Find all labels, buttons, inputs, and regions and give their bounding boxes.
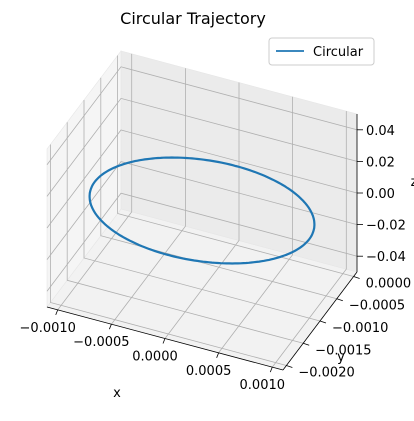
y-grid-line	[50, 144, 287, 366]
y-tick-label: −0.0020	[298, 366, 354, 381]
y-grid-line	[117, 55, 354, 277]
y-tick	[319, 320, 327, 324]
x-tick-label: −0.0005	[73, 335, 129, 350]
y-grid-line	[83, 100, 321, 322]
z-tick-label: −0.02	[366, 219, 406, 234]
z-axis-label: z	[411, 175, 414, 190]
grid-lines	[46, 53, 358, 368]
y-tick-label: −0.0015	[315, 343, 371, 358]
z-grid-line	[46, 192, 358, 292]
z-grid-line	[46, 97, 358, 197]
y-tick-label: −0.0005	[349, 299, 405, 314]
x-tick	[269, 366, 273, 373]
x-axis-label: x	[113, 386, 121, 401]
z-tick-label: 0.02	[366, 155, 395, 170]
x-tick	[108, 324, 112, 330]
x-grid-line	[57, 53, 133, 311]
x-tick	[162, 338, 166, 344]
x-tick-label: 0.0005	[186, 364, 232, 379]
y-tick	[336, 298, 343, 302]
z-tick-label: −0.04	[366, 250, 406, 265]
x-tick	[55, 309, 59, 316]
x-grid-line	[218, 96, 294, 354]
z-grid-line	[46, 66, 358, 166]
y-tick	[353, 276, 360, 279]
z-grid-line	[46, 161, 358, 260]
legend-label-circular: Circular	[313, 45, 364, 60]
x-grid-line	[271, 111, 347, 368]
x-tick-label: 0.0000	[132, 350, 178, 365]
legend: Circular	[268, 37, 375, 66]
z-tick-label: 0.04	[366, 124, 395, 139]
series-layer	[88, 156, 316, 265]
y-grid-line	[66, 122, 304, 344]
x-tick	[216, 352, 220, 358]
axes: −0.0010−0.00050.00000.00050.0010−0.0020−…	[20, 114, 412, 393]
y-tick-label: −0.0010	[332, 321, 388, 336]
x-tick-label: 0.0010	[240, 378, 286, 393]
z-tick-label: 0.00	[366, 187, 395, 202]
y-tick	[303, 342, 310, 346]
z-grid-line	[46, 129, 358, 229]
y-tick-label: 0.0000	[366, 276, 412, 291]
y-grid-line	[100, 77, 337, 300]
chart-title: Circular Trajectory	[120, 9, 266, 28]
y-tick	[286, 365, 293, 368]
legend-box	[268, 37, 375, 66]
series-line-circular	[88, 156, 316, 265]
x-grid-line	[164, 82, 240, 339]
x-grid-line	[111, 68, 186, 325]
y-axis-label: y	[337, 350, 345, 365]
x-tick-label: −0.0010	[20, 321, 76, 336]
